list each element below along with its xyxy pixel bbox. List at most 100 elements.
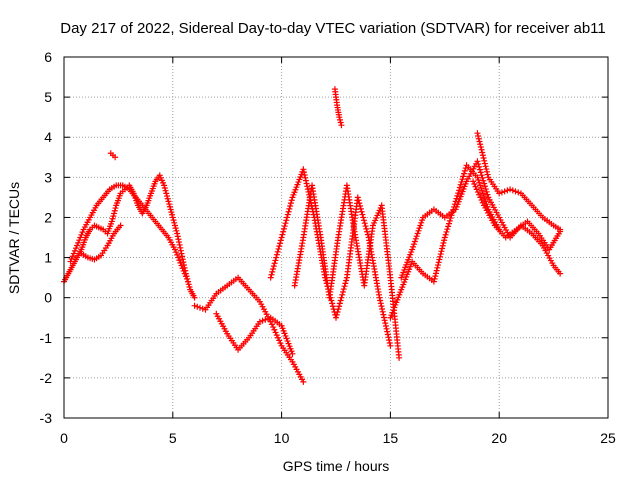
data-point — [67, 258, 74, 265]
y-axis-label: SDTVAR / TECUs — [6, 182, 22, 294]
data-point — [363, 225, 370, 232]
data-point — [381, 317, 388, 324]
y-tick-label: -3 — [40, 410, 53, 426]
data-point — [473, 186, 480, 193]
data-point — [439, 245, 446, 252]
data-point — [435, 262, 441, 269]
data-point — [480, 177, 487, 184]
data-point — [360, 214, 367, 221]
data-point — [479, 199, 486, 206]
data-point — [478, 185, 485, 192]
data-point — [483, 188, 490, 195]
x-tick-label: 5 — [169, 430, 177, 446]
data-point — [472, 183, 479, 190]
data-point — [199, 305, 206, 312]
y-tick-label: 4 — [44, 129, 52, 145]
data-point — [415, 227, 422, 234]
data-point — [454, 192, 461, 199]
data-point — [276, 243, 283, 250]
data-point — [289, 350, 296, 357]
data-point — [175, 236, 182, 243]
data-point — [111, 207, 118, 214]
data-points — [61, 86, 564, 385]
data-point — [383, 325, 390, 332]
data-point — [361, 220, 368, 227]
data-point — [479, 174, 486, 181]
data-point — [410, 243, 417, 250]
data-point — [384, 331, 391, 338]
data-point — [186, 283, 193, 290]
data-point — [171, 246, 178, 253]
data-point — [441, 234, 448, 241]
data-point — [357, 205, 364, 212]
data-point — [170, 217, 177, 224]
y-tick-label: 1 — [44, 250, 52, 266]
data-point — [70, 250, 77, 257]
data-point — [277, 237, 284, 244]
y-tick-label: 6 — [44, 49, 52, 65]
data-point — [357, 202, 364, 209]
data-point — [386, 337, 393, 344]
data-point — [270, 266, 277, 273]
data-point — [74, 242, 81, 249]
data-point — [185, 281, 192, 288]
data-point — [176, 239, 183, 246]
data-point — [304, 183, 311, 190]
data-point — [382, 322, 389, 329]
series-track-h — [291, 182, 403, 361]
y-tick-label: -1 — [40, 330, 53, 346]
data-point — [168, 209, 175, 216]
data-point — [476, 179, 483, 186]
data-point — [443, 228, 450, 235]
data-point — [478, 187, 485, 194]
data-point — [478, 197, 485, 204]
data-point — [446, 217, 453, 224]
data-point — [177, 259, 184, 266]
data-point — [166, 201, 173, 208]
data-point — [475, 177, 482, 184]
data-point — [413, 233, 420, 240]
data-point — [376, 294, 383, 301]
series-track-e — [191, 274, 307, 385]
data-point — [304, 186, 311, 193]
data-point — [191, 302, 198, 309]
data-point — [480, 155, 487, 162]
data-point — [276, 337, 283, 344]
data-point — [458, 178, 465, 185]
data-point — [377, 300, 384, 307]
series-track-b — [67, 182, 192, 285]
data-point — [268, 321, 275, 328]
data-point — [282, 220, 289, 227]
data-point — [354, 194, 361, 201]
data-point — [284, 214, 291, 221]
data-point — [269, 268, 276, 275]
data-point — [419, 217, 426, 224]
data-point — [267, 274, 274, 281]
data-point — [270, 263, 277, 270]
data-point — [477, 182, 484, 189]
data-point — [278, 234, 285, 241]
data-point — [273, 332, 280, 339]
data-point — [441, 237, 448, 244]
data-point — [336, 116, 343, 123]
data-point — [355, 197, 362, 204]
series-track-l — [474, 130, 564, 233]
data-point — [163, 193, 170, 200]
data-point — [163, 190, 170, 197]
data-point — [359, 211, 366, 218]
data-point — [281, 223, 288, 230]
data-point — [475, 132, 482, 139]
data-point — [171, 222, 178, 229]
data-point — [484, 191, 491, 198]
data-point — [333, 311, 340, 318]
data-point — [437, 251, 444, 258]
data-point — [461, 167, 468, 174]
data-point — [339, 288, 346, 295]
data-point — [474, 189, 481, 196]
data-point — [557, 228, 564, 235]
data-point — [169, 214, 176, 221]
y-tick-label: 0 — [44, 290, 52, 306]
data-point — [71, 247, 78, 254]
data-point — [191, 294, 198, 301]
data-point — [75, 239, 82, 246]
